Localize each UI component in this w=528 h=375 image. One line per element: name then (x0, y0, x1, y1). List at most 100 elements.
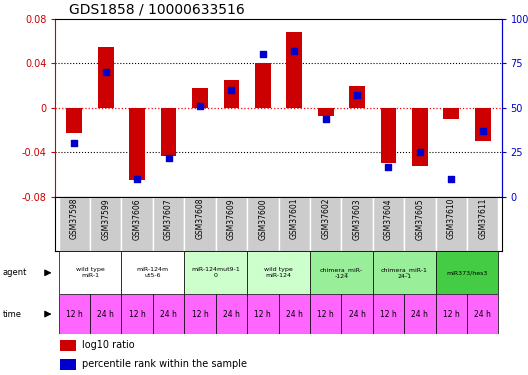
Text: chimera_miR-
-124: chimera_miR- -124 (320, 267, 363, 279)
Bar (247, 197, 279, 251)
Bar (467, 197, 498, 251)
Point (416, 149, 424, 155)
Point (101, 69, 110, 75)
Bar (60, 358, 76, 370)
Bar (436, 294, 467, 334)
Bar (121, 251, 184, 294)
Text: GSM37605: GSM37605 (416, 198, 425, 240)
Text: 24 h: 24 h (160, 310, 177, 319)
Text: wild type
miR-1: wild type miR-1 (76, 267, 105, 278)
Bar (59, 294, 90, 334)
Text: GSM37609: GSM37609 (227, 198, 236, 240)
Bar (121, 294, 153, 334)
Point (70, 141, 79, 147)
Text: GSM37601: GSM37601 (290, 198, 299, 240)
Text: log10 ratio: log10 ratio (82, 340, 135, 350)
Text: miR-124mut9-1
0: miR-124mut9-1 0 (191, 267, 240, 278)
Point (290, 48, 298, 54)
Text: GSM37603: GSM37603 (353, 198, 362, 240)
Text: 12 h: 12 h (380, 310, 397, 319)
Bar (255, 63, 271, 108)
Bar (184, 294, 215, 334)
Bar (286, 32, 302, 108)
Text: percentile rank within the sample: percentile rank within the sample (82, 359, 247, 369)
Text: GSM37598: GSM37598 (70, 198, 79, 240)
Text: miR373/hes3: miR373/hes3 (446, 270, 488, 275)
Bar (247, 251, 310, 294)
Bar (184, 251, 247, 294)
Point (384, 164, 393, 170)
Bar (310, 251, 373, 294)
Bar (475, 108, 491, 141)
Bar (349, 86, 365, 108)
Bar (412, 108, 428, 166)
Bar (153, 197, 184, 251)
Bar (404, 197, 436, 251)
Bar (90, 294, 121, 334)
Bar (373, 294, 404, 334)
Text: GSM37610: GSM37610 (447, 198, 456, 240)
Bar (59, 197, 90, 251)
Text: GSM37600: GSM37600 (258, 198, 267, 240)
Bar (247, 294, 279, 334)
Text: miR-124m
ut5-6: miR-124m ut5-6 (137, 267, 169, 278)
Text: 12 h: 12 h (317, 310, 334, 319)
Text: GSM37606: GSM37606 (133, 198, 142, 240)
Bar (59, 251, 121, 294)
Bar (381, 108, 397, 164)
Bar (310, 294, 342, 334)
Text: 24 h: 24 h (286, 310, 303, 319)
Bar (90, 197, 121, 251)
Bar (467, 294, 498, 334)
Text: GSM37599: GSM37599 (101, 198, 110, 240)
Point (164, 154, 173, 160)
Text: agent: agent (3, 268, 27, 278)
Bar (279, 294, 310, 334)
Text: 24 h: 24 h (223, 310, 240, 319)
Bar (436, 251, 498, 294)
Text: GDS1858 / 10000633516: GDS1858 / 10000633516 (69, 2, 244, 16)
Bar (215, 197, 247, 251)
Text: 12 h: 12 h (443, 310, 460, 319)
Bar (444, 108, 459, 119)
Bar (161, 108, 176, 156)
Bar (342, 294, 373, 334)
Text: 12 h: 12 h (254, 310, 271, 319)
Bar (153, 294, 184, 334)
Bar (215, 294, 247, 334)
Bar (60, 339, 76, 351)
Point (259, 51, 267, 57)
Text: 12 h: 12 h (129, 310, 146, 319)
Text: GSM37607: GSM37607 (164, 198, 173, 240)
Bar (121, 197, 153, 251)
Bar (436, 197, 467, 251)
Text: GSM37604: GSM37604 (384, 198, 393, 240)
Text: 24 h: 24 h (411, 310, 428, 319)
Bar (342, 197, 373, 251)
Point (478, 128, 487, 134)
Text: GSM37611: GSM37611 (478, 198, 487, 239)
Text: chimera_miR-1
24-1: chimera_miR-1 24-1 (381, 267, 428, 279)
Text: 24 h: 24 h (97, 310, 114, 319)
Point (227, 87, 235, 93)
Bar (373, 251, 436, 294)
Bar (129, 108, 145, 180)
Text: wild type
miR-124: wild type miR-124 (264, 267, 293, 278)
Text: GSM37608: GSM37608 (195, 198, 204, 240)
Text: 24 h: 24 h (474, 310, 491, 319)
Text: 12 h: 12 h (66, 310, 83, 319)
Bar (98, 46, 114, 108)
Bar (310, 197, 342, 251)
Bar (318, 108, 334, 116)
Bar (404, 294, 436, 334)
Bar (184, 197, 215, 251)
Bar (67, 108, 82, 134)
Bar (223, 80, 239, 108)
Point (322, 116, 330, 122)
Point (353, 92, 361, 98)
Text: 24 h: 24 h (348, 310, 365, 319)
Bar (192, 88, 208, 108)
Point (196, 103, 204, 109)
Bar (373, 197, 404, 251)
Point (447, 176, 456, 182)
